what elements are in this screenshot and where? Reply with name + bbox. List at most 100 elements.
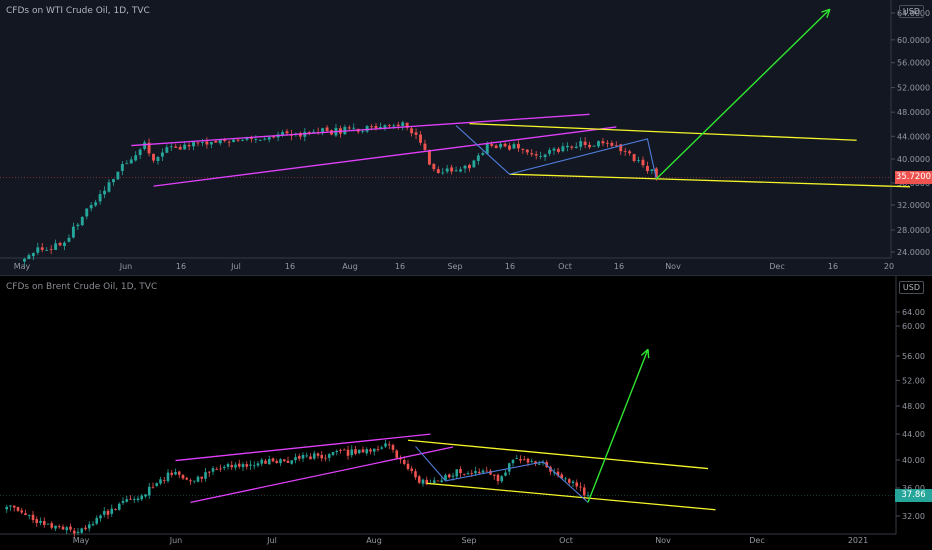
candle[interactable] [395,449,399,460]
candle[interactable] [234,462,237,471]
wti-candlestick-chart[interactable]: 64.0000 60.0000 56.0000 52.0000 48.0000 44.00… [0,0,932,275]
candle[interactable] [312,450,316,461]
candle[interactable] [279,458,282,467]
candle[interactable] [512,141,516,150]
candle[interactable] [290,460,294,465]
candle[interactable] [178,144,182,150]
candle[interactable] [472,159,476,168]
candle[interactable] [230,461,234,471]
candle[interactable] [286,456,290,463]
candle[interactable] [80,216,84,227]
candle[interactable] [494,144,498,149]
candle[interactable] [241,462,245,471]
ascending-channel-line[interactable] [175,433,431,462]
candle[interactable] [331,451,335,457]
candle[interactable] [275,458,279,464]
candle[interactable] [67,234,71,243]
candle[interactable] [177,470,181,479]
candle[interactable] [441,167,445,175]
candle[interactable] [76,527,80,536]
candle[interactable] [440,476,444,483]
candle[interactable] [462,473,466,476]
candle[interactable] [324,454,327,462]
candle[interactable] [383,124,387,131]
descending-channel-line[interactable] [426,482,716,511]
candle[interactable] [276,131,280,142]
brent-chart-panel[interactable]: 64.00 60.00 56.00 52.00 48.00 44.00 40.00 36.00… [0,276,932,550]
candle[interactable] [582,484,586,500]
candle[interactable] [316,127,320,135]
candle[interactable] [181,474,185,481]
candle[interactable] [102,507,106,518]
candle[interactable] [254,135,258,144]
candle[interactable] [31,252,35,260]
candle[interactable] [454,166,458,172]
candle[interactable] [189,478,192,485]
candle[interactable] [530,458,534,463]
candle[interactable] [325,125,329,132]
candle[interactable] [106,508,110,519]
candle[interactable] [444,473,447,482]
candle[interactable] [309,453,312,460]
candle[interactable] [91,521,95,527]
candle[interactable] [334,123,338,138]
candle[interactable] [534,150,538,160]
candle[interactable] [264,458,267,464]
candle[interactable] [207,471,211,477]
candle[interactable] [36,242,40,256]
wti-currency-label[interactable]: USD [898,5,924,18]
candle[interactable] [80,527,84,534]
panel-separator[interactable] [0,275,932,276]
candle[interactable] [380,445,384,450]
candle[interactable] [376,445,380,452]
candle[interactable] [222,465,226,471]
candle[interactable] [58,241,62,247]
candle[interactable] [401,120,405,131]
candle[interactable] [579,137,583,151]
candle[interactable] [69,523,72,532]
candle[interactable] [31,510,35,524]
candle[interactable] [301,452,305,462]
candle[interactable] [16,506,20,512]
candle[interactable] [50,521,54,530]
candle[interactable] [174,468,177,476]
candle[interactable] [63,241,66,251]
candle[interactable] [350,445,354,458]
candle[interactable] [147,138,151,157]
candle[interactable] [196,475,200,483]
candle[interactable] [579,482,582,492]
candle[interactable] [9,505,12,511]
candle[interactable] [601,138,605,147]
candle[interactable] [98,190,102,205]
candle[interactable] [245,461,249,470]
candle[interactable] [421,478,425,487]
candle[interactable] [294,453,297,464]
candle[interactable] [530,149,534,157]
candle[interactable] [200,476,204,483]
candle[interactable] [541,459,545,466]
candle[interactable] [646,161,649,174]
candle[interactable] [372,448,376,456]
candle[interactable] [35,516,39,527]
candle[interactable] [143,140,147,151]
candle[interactable] [24,509,27,516]
candle[interactable] [560,472,564,480]
candle[interactable] [151,482,155,489]
candle[interactable] [459,166,462,173]
candle[interactable] [45,247,49,251]
ascending-channel-line[interactable] [190,446,454,504]
candle[interactable] [40,242,44,253]
candle[interactable] [192,141,195,151]
candle[interactable] [369,447,372,455]
candle[interactable] [427,149,431,166]
candle[interactable] [185,476,189,481]
candle[interactable] [463,164,467,174]
brent-forecast-arrow[interactable] [587,348,650,503]
candle[interactable] [89,202,93,212]
descending-channel-line[interactable] [509,173,911,188]
candle[interactable] [65,525,69,535]
candle[interactable] [84,525,87,531]
candle[interactable] [320,451,324,462]
candle[interactable] [525,149,529,156]
candle[interactable] [303,127,307,142]
